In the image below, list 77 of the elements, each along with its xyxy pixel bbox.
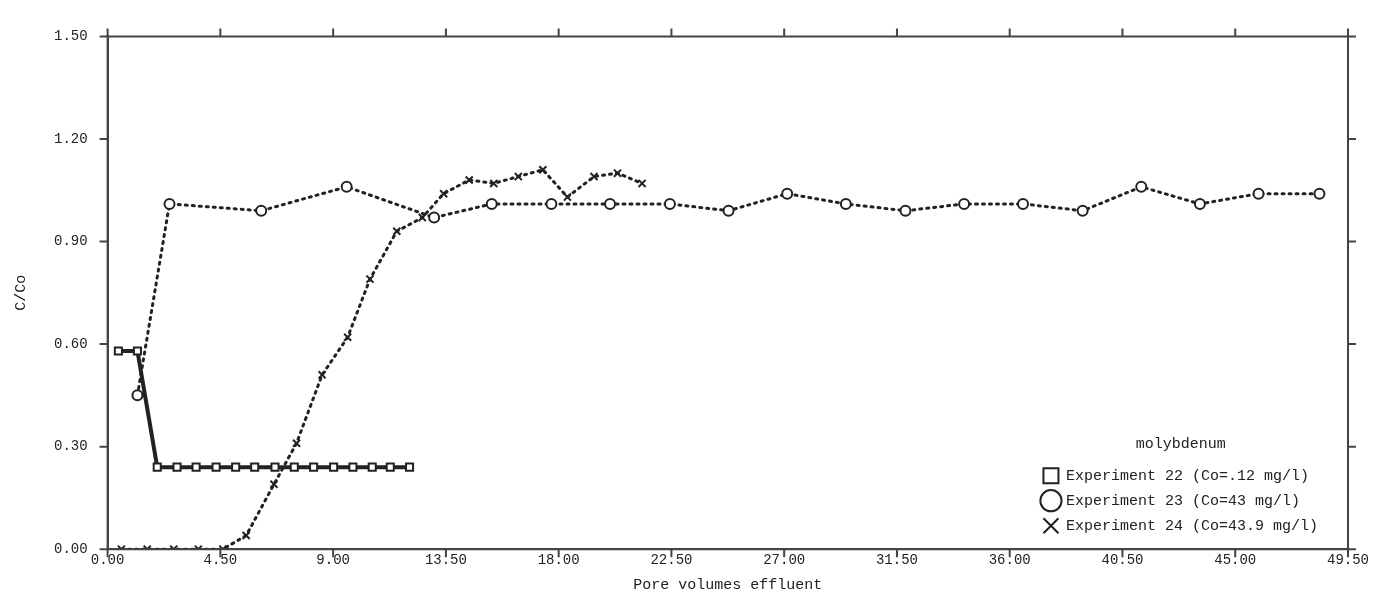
point	[545, 197, 558, 210]
legend-label: Experiment 22 (Co=.12 mg/l)	[1065, 467, 1310, 485]
y-tick-label: 1.20	[54, 130, 88, 147]
point	[385, 462, 395, 472]
point	[722, 204, 735, 217]
point	[663, 197, 676, 210]
point	[132, 346, 142, 356]
point	[1252, 187, 1265, 200]
point	[1135, 180, 1148, 193]
x-tick-label: 18.00	[537, 552, 580, 569]
point	[231, 462, 241, 472]
x-tick-label: 4.50	[203, 552, 238, 569]
y-tick-label: 0.00	[54, 540, 88, 557]
point	[392, 226, 402, 236]
point	[340, 180, 353, 193]
y-axis-title: C/Co	[12, 274, 30, 311]
point	[839, 197, 852, 210]
point	[191, 462, 201, 472]
x-tick-label: 22.50	[650, 552, 693, 569]
point	[781, 187, 794, 200]
y-tick-label: 0.60	[54, 335, 88, 352]
point	[958, 197, 971, 210]
x-tick-label: 27.00	[763, 552, 806, 569]
point	[464, 175, 474, 185]
point	[172, 462, 182, 472]
point	[255, 204, 268, 217]
point	[604, 197, 617, 210]
point	[1016, 197, 1029, 210]
point	[317, 370, 327, 380]
point	[899, 204, 912, 217]
point	[329, 462, 339, 472]
point	[309, 462, 319, 472]
x-tick-label: 36.00	[988, 552, 1031, 569]
x-tick-label: 9.00	[316, 552, 350, 569]
point	[292, 438, 302, 448]
point	[1076, 204, 1089, 217]
point	[417, 213, 427, 223]
point	[513, 172, 523, 182]
point	[367, 462, 377, 472]
point	[365, 274, 375, 284]
point	[131, 389, 144, 402]
point	[485, 197, 498, 210]
point	[637, 178, 647, 188]
y-tick-label: 1.50	[54, 28, 88, 45]
x-tick-label: 13.50	[424, 552, 467, 569]
point	[152, 462, 162, 472]
point	[562, 192, 572, 202]
point	[439, 189, 449, 199]
point	[613, 168, 623, 178]
x-tick-label: 31.50	[875, 552, 918, 569]
point	[428, 211, 441, 224]
x-tick-label: 45.00	[1214, 552, 1257, 569]
legend-label: Experiment 24 (Co=43.9 mg/l)	[1065, 517, 1319, 535]
point	[241, 530, 251, 541]
point	[250, 462, 260, 472]
point	[211, 462, 221, 472]
point	[348, 462, 358, 472]
x-tick-label: 40.50	[1101, 552, 1144, 569]
point	[269, 479, 279, 489]
point	[538, 165, 548, 175]
legend-title: molybdenum	[1135, 435, 1226, 453]
y-tick-label: 0.30	[54, 438, 88, 455]
point	[289, 462, 299, 472]
legend-label: Experiment 23 (Co=43 mg/l)	[1065, 492, 1301, 510]
point	[1313, 187, 1326, 200]
y-tick-label: 0.90	[54, 233, 88, 250]
point	[113, 346, 123, 356]
point	[1193, 197, 1206, 210]
x-tick-label: 49.50	[1326, 552, 1370, 569]
x-tick-label: 0.00	[90, 552, 125, 569]
point	[343, 332, 353, 342]
point	[489, 178, 499, 188]
x-axis-title: Pore volumes effluent	[633, 576, 823, 594]
point	[589, 172, 599, 182]
point	[270, 462, 280, 472]
point	[405, 462, 415, 472]
point	[163, 197, 176, 210]
